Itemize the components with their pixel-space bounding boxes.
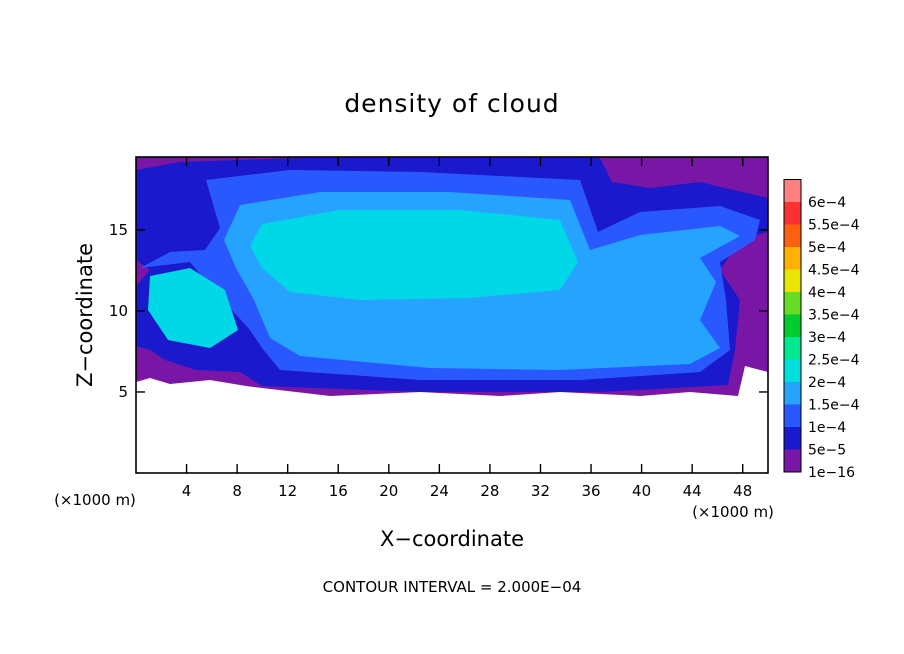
y-tick-label: 15	[109, 221, 128, 239]
colorbar-label: 4.5e−4	[808, 263, 860, 279]
colorbar-label: 1e−4	[808, 420, 846, 436]
x-tick-label: 32	[531, 482, 550, 500]
x-tick-label: 36	[581, 482, 600, 500]
y-tick-label: 10	[109, 302, 128, 320]
x-tick-label: 4	[182, 482, 192, 500]
x-tick-label: 48	[733, 482, 752, 500]
colorbar-swatch	[784, 224, 801, 247]
plot-frame	[135, 156, 769, 474]
colorbar-swatch	[784, 427, 801, 450]
colorbar-swatch	[784, 382, 801, 405]
colorbar-label: 4e−4	[808, 285, 846, 301]
y-axis-ticks: 5 10 15	[109, 221, 768, 401]
colorbar-swatch	[784, 337, 801, 360]
x-unit-left: (×1000 m)	[54, 491, 136, 509]
density-field	[136, 157, 768, 396]
x-tick-label: 20	[379, 482, 398, 500]
x-tick-label: 44	[683, 482, 702, 500]
colorbar-swatch	[784, 202, 801, 225]
cloud-core-left	[148, 268, 238, 348]
colorbar-swatch	[784, 359, 801, 382]
colorbar-swatch	[784, 404, 801, 427]
colorbar-label: 2.5e−4	[808, 353, 860, 369]
x-tick-label: 8	[232, 482, 242, 500]
colorbar-label: 5.5e−4	[808, 218, 860, 234]
colorbar-label: 1.5e−4	[808, 398, 860, 414]
x-tick-label: 24	[430, 482, 449, 500]
colorbar-label: 5e−4	[808, 240, 846, 256]
chart-title: density of cloud	[344, 89, 559, 118]
x-tick-label: 16	[329, 482, 348, 500]
x-axis-ticks: 4 8 12 16 20 24 28 32 36 40 44 48	[182, 157, 752, 500]
x-tick-label: 12	[278, 482, 297, 500]
colorbar-swatch	[784, 269, 801, 292]
colorbar-swatch	[784, 314, 801, 337]
colorbar-label: 5e−5	[808, 443, 846, 459]
colorbar-label: 3e−4	[808, 330, 846, 346]
colorbar-label: 2e−4	[808, 375, 846, 391]
y-tick-label: 5	[118, 383, 128, 401]
colorbar: 1e−16 5e−5 1e−4 1.5e−4 2e−4 2.5e−4 3e−4 3.5e−4 4…	[783, 179, 860, 481]
colorbar-label: 1e−16	[808, 465, 855, 481]
colorbar-swatch	[784, 179, 801, 202]
y-axis-label: Z−coordinate	[73, 243, 97, 387]
colorbar-label: 6e−4	[808, 195, 846, 211]
cloud-core	[250, 210, 578, 300]
colorbar-label: 3.5e−4	[808, 308, 860, 324]
colorbar-swatch	[784, 247, 801, 270]
colorbar-swatch	[784, 292, 801, 315]
colorbar-swatch	[784, 449, 801, 472]
colorbar-frame	[783, 179, 802, 473]
x-tick-label: 28	[480, 482, 499, 500]
x-axis-label: X−coordinate	[380, 527, 524, 551]
x-tick-label: 40	[632, 482, 651, 500]
contour-interval-note: CONTOUR INTERVAL = 2.000E−04	[323, 578, 582, 596]
x-unit-right: (×1000 m)	[692, 503, 774, 521]
